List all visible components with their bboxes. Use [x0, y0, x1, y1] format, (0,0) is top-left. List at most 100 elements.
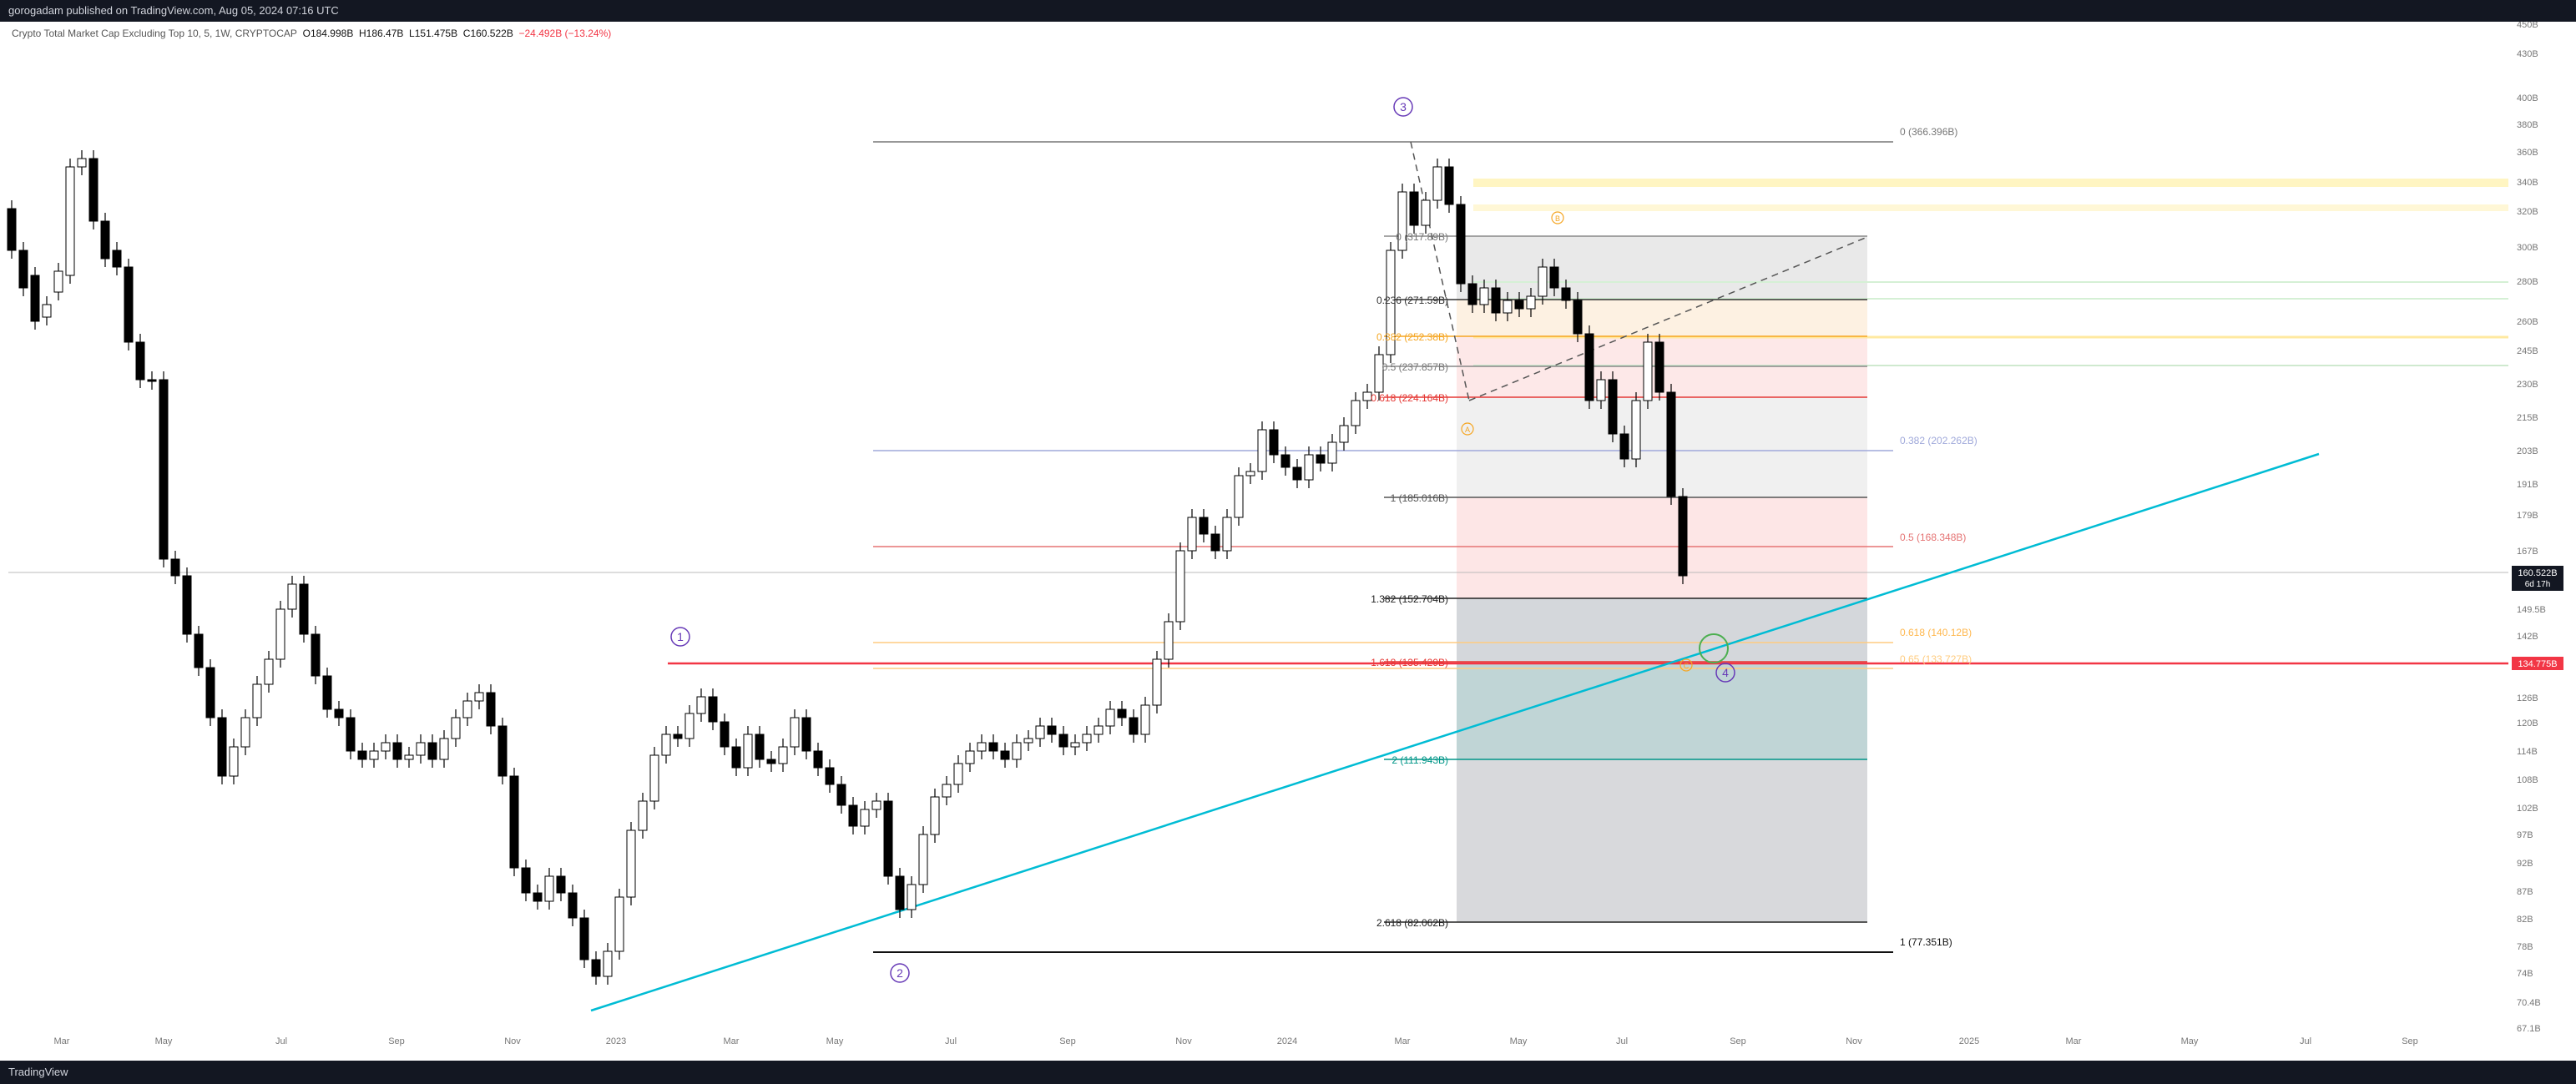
candle	[229, 746, 239, 777]
candle	[1608, 379, 1618, 435]
price-tick: 340B	[2517, 178, 2538, 188]
candle	[755, 734, 765, 760]
candle	[88, 158, 98, 222]
candle	[1339, 425, 1349, 443]
fib-retracement-labels: 0 (317.89B) 0.236 (271.59B) 0.382 (252.3…	[1371, 231, 1448, 929]
svg-text:0.382 (202.262B): 0.382 (202.262B)	[1900, 435, 1977, 446]
price-tick: 70.4B	[2517, 998, 2541, 1008]
candle	[1351, 400, 1361, 426]
fib-zone-grey-top	[1457, 236, 1867, 300]
candle	[1269, 429, 1279, 456]
candle	[708, 696, 718, 723]
candle	[1374, 354, 1384, 393]
candle	[1199, 517, 1209, 535]
candle	[591, 959, 601, 977]
candle	[205, 667, 215, 718]
candle	[848, 804, 858, 827]
candle	[696, 696, 706, 714]
candle	[1503, 300, 1513, 314]
candle	[1631, 400, 1641, 460]
time-tick: Mar	[724, 1036, 740, 1046]
candle	[252, 683, 262, 718]
candle	[556, 875, 566, 894]
candle	[392, 742, 402, 760]
candle	[135, 341, 145, 381]
candle	[1058, 734, 1068, 748]
svg-text:1 (185.016B): 1 (185.016B)	[1391, 492, 1448, 504]
svg-text:0.618 (224.164B): 0.618 (224.164B)	[1371, 392, 1448, 404]
candle	[673, 734, 683, 739]
candle	[907, 884, 917, 910]
price-tick: 430B	[2517, 49, 2538, 59]
candle	[743, 734, 753, 769]
time-tick: Nov	[504, 1036, 521, 1046]
candle	[42, 304, 52, 318]
level-price-tag	[2512, 657, 2563, 670]
price-tick: 300B	[2517, 243, 2538, 253]
price-tick: 215B	[2517, 413, 2538, 423]
time-tick: Sep	[2402, 1036, 2418, 1046]
candle	[1304, 454, 1314, 481]
wave-c-marker	[1679, 658, 1693, 672]
candle	[720, 721, 730, 748]
price-tick: 450B	[2517, 22, 2538, 30]
time-tick: May	[2181, 1036, 2199, 1046]
svg-text:0.5 (168.348B): 0.5 (168.348B)	[1900, 532, 1966, 543]
candle	[1479, 287, 1489, 305]
candle	[1584, 333, 1594, 401]
price-tick: 260B	[2517, 317, 2538, 327]
svg-text:3: 3	[1400, 100, 1407, 113]
price-tick: 230B	[2517, 380, 2538, 390]
resistance-band	[1473, 204, 2508, 211]
candle	[65, 166, 75, 276]
wave-1-marker	[670, 627, 690, 647]
ohlc-change: −24.492B (−13.24%)	[518, 28, 612, 39]
candle	[1082, 734, 1092, 744]
candle	[112, 250, 122, 268]
svg-text:0.236 (271.59B): 0.236 (271.59B)	[1376, 295, 1448, 306]
candle	[322, 675, 332, 710]
candle	[801, 717, 811, 752]
candle	[357, 750, 367, 760]
svg-text:2 (111.943B): 2 (111.943B)	[1392, 754, 1448, 766]
candle	[895, 875, 905, 910]
candle	[100, 220, 110, 260]
candle	[1164, 621, 1174, 660]
candle	[439, 738, 449, 760]
price-tick: 126B	[2517, 693, 2538, 703]
candle	[1140, 704, 1150, 735]
wave-b-marker	[1551, 211, 1564, 224]
time-tick: 2023	[606, 1036, 626, 1046]
fib-zone-orange	[1457, 300, 1867, 336]
candle	[404, 754, 414, 760]
price-tick: 167B	[2517, 547, 2538, 557]
candle	[860, 809, 870, 827]
candle	[1619, 433, 1629, 460]
price-tick: 179B	[2517, 511, 2538, 521]
candle	[579, 917, 589, 960]
tradingview-logo[interactable]: TradingView	[8, 1066, 68, 1078]
target-circle	[1699, 633, 1729, 663]
svg-text:0.5 (237.857B): 0.5 (237.857B)	[1382, 361, 1448, 373]
price-chart[interactable]: 1 2 3 4 A B C 0 (317.89B) 0.236 (271.59B…	[0, 20, 2576, 1061]
fib-zone-pink	[1457, 497, 1867, 598]
svg-text:2.618 (82.062B): 2.618 (82.062B)	[1376, 917, 1448, 929]
chart-area[interactable]: 1 2 3 4 A B C 0 (317.89B) 0.236 (271.59B…	[0, 20, 2576, 1061]
time-tick: Jul	[1616, 1036, 1628, 1046]
candle	[1012, 742, 1022, 760]
candle	[474, 692, 484, 702]
time-tick: Mar	[54, 1036, 70, 1046]
time-tick: Mar	[2066, 1036, 2082, 1046]
candle	[883, 800, 893, 877]
candlesticks	[7, 150, 1688, 985]
time-tick: Jul	[2300, 1036, 2311, 1046]
price-tick: 67.1B	[2517, 1024, 2541, 1034]
time-tick: Jul	[945, 1036, 957, 1046]
candle	[311, 633, 321, 677]
candle	[1666, 391, 1676, 497]
candle	[1397, 191, 1407, 251]
fib-zone-teal	[1457, 662, 1867, 759]
candle	[942, 784, 952, 798]
time-tick: Nov	[1846, 1036, 1862, 1046]
candle	[918, 834, 928, 885]
